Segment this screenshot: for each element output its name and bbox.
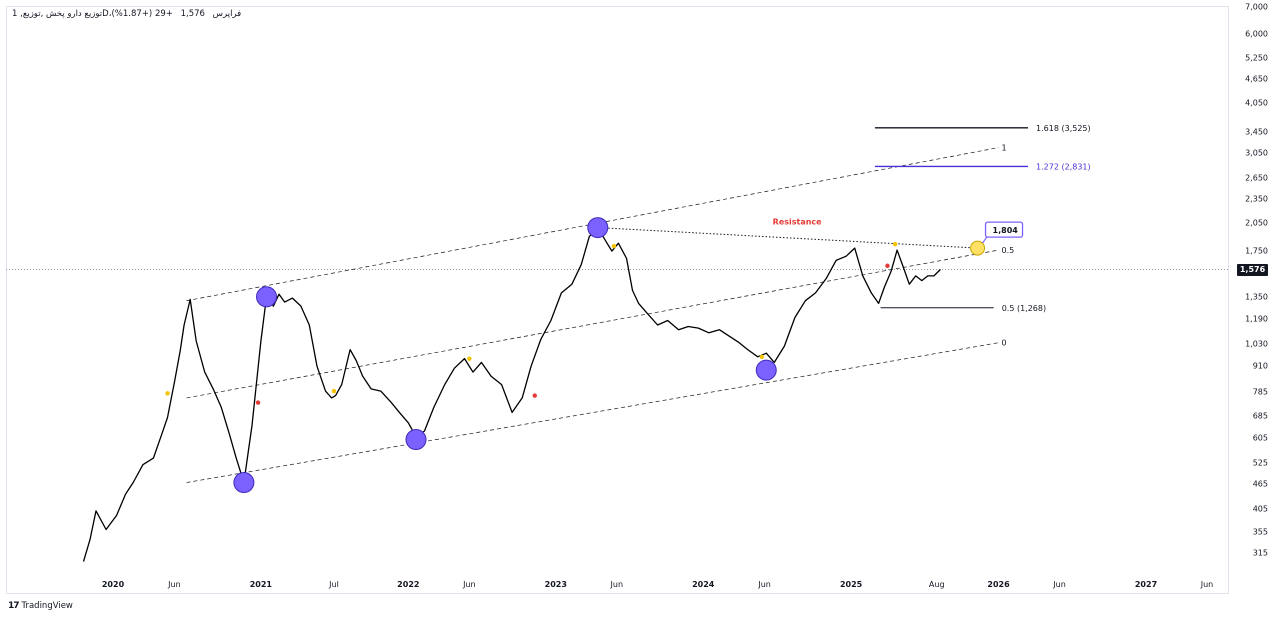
time-tick: 2023 — [544, 580, 567, 589]
price-tick: 910 — [1252, 361, 1268, 371]
time-tick: Jun — [168, 580, 181, 589]
tradingview-logo[interactable]: 17 TradingView — [8, 601, 73, 611]
signal-dot — [892, 241, 898, 247]
time-tick: Jun — [1053, 580, 1066, 589]
price-tick: 685 — [1252, 411, 1268, 421]
tradingview-logo-icon: 17 — [8, 601, 19, 611]
price-tick: 3,050 — [1245, 148, 1268, 158]
price-tick: 6,000 — [1245, 29, 1268, 39]
signal-dot — [165, 391, 170, 396]
time-tick: 2020 — [101, 580, 125, 589]
price-tick: 1,190 — [1245, 314, 1268, 324]
last-price-badge: 1,576 — [1237, 264, 1268, 276]
channel-label-05: 0.5 — [1002, 246, 1015, 255]
channel-line-0 — [186, 342, 999, 483]
price-tick: 3,450 — [1245, 127, 1268, 137]
channel-line-05 — [186, 249, 999, 399]
pivot-circle — [233, 472, 255, 494]
price-tick: 4,050 — [1245, 98, 1268, 108]
time-tick: 2027 — [1134, 580, 1158, 589]
resistance-line — [597, 227, 978, 249]
time-tick: 2021 — [249, 580, 272, 589]
fib-label-0.5: 0.5 (1,268) — [1002, 304, 1046, 313]
signal-dot — [759, 354, 765, 359]
callout-box — [984, 221, 1024, 238]
signal-dot — [532, 393, 537, 398]
signal-dot — [611, 243, 617, 249]
price-tick: 7,000 — [1245, 2, 1268, 12]
price-tick: 1,350 — [1245, 292, 1268, 302]
fib-label-1.272: 1.272 (2,831) — [1036, 162, 1091, 171]
price-tick: 605 — [1252, 433, 1268, 443]
time-tick: Jun — [758, 580, 771, 589]
signal-dot — [331, 388, 337, 394]
signal-dot — [255, 400, 261, 405]
price-axis[interactable]: 7,000 6,000 5,250 4,650 4,050 3,450 3,050 2,650… — [1229, 0, 1280, 594]
price-tick: 2,350 — [1245, 194, 1268, 204]
time-tick: 2025 — [839, 580, 863, 589]
tradingview-logo-text: TradingView — [21, 601, 73, 611]
chart-frame — [6, 6, 1229, 594]
last-price-text: 1,576 — [180, 9, 205, 19]
price-tick: 4,650 — [1245, 74, 1268, 84]
resistance-label: Resistance — [773, 217, 823, 226]
price-tick: 405 — [1252, 504, 1268, 514]
price-tick: 2,650 — [1245, 173, 1268, 183]
price-tick: 315 — [1252, 548, 1268, 558]
symbol-header: 1 ,توزیع‌ دارو پخش ,توزیع‌D،فراپرس 1,576… — [12, 9, 246, 19]
fib-label-1.618: 1.618 (3,525) — [1036, 124, 1091, 133]
signal-dot — [467, 356, 472, 361]
price-tick: 2,050 — [1245, 218, 1268, 228]
channel-label-0: 0 — [1002, 339, 1007, 348]
price-tick: 355 — [1252, 527, 1268, 537]
signal-dot — [885, 263, 890, 268]
time-tick: Aug — [928, 580, 945, 589]
pivot-circle — [587, 217, 609, 239]
time-tick: 2026 — [987, 580, 1010, 589]
price-tick: 5,250 — [1245, 53, 1268, 63]
time-tick: Jun — [463, 580, 476, 589]
callout-value: 1,804 — [993, 226, 1019, 235]
time-tick: Jul — [329, 580, 339, 589]
pivot-circle — [405, 429, 427, 451]
time-tick: Jun — [610, 580, 624, 589]
time-tick: Jun — [1200, 580, 1214, 589]
price-tick: 525 — [1252, 458, 1268, 468]
price-tick: 1,750 — [1245, 246, 1268, 256]
price-series-line — [82, 226, 941, 562]
pivot-circle — [256, 286, 278, 308]
target-highlight-circle — [970, 240, 986, 256]
channel-label-1: 1 — [1002, 144, 1007, 153]
time-tick: 2024 — [692, 580, 715, 589]
symbol-title[interactable]: 1 ,توزیع‌ دارو پخش ,توزیع‌D،فراپرس — [12, 9, 242, 19]
time-tick: 2022 — [397, 580, 420, 589]
price-tick: 785 — [1252, 387, 1268, 397]
pivot-circle — [755, 359, 777, 381]
chart-plot[interactable]: 1 0.5 0 1.618 (3,525) 1.272 (2,831) 0.5 (1,26… — [0, 0, 1229, 594]
price-change-text: +29 (+1.87%) — [111, 9, 173, 19]
price-tick: 465 — [1252, 479, 1268, 489]
price-tick: 1,030 — [1245, 339, 1268, 349]
